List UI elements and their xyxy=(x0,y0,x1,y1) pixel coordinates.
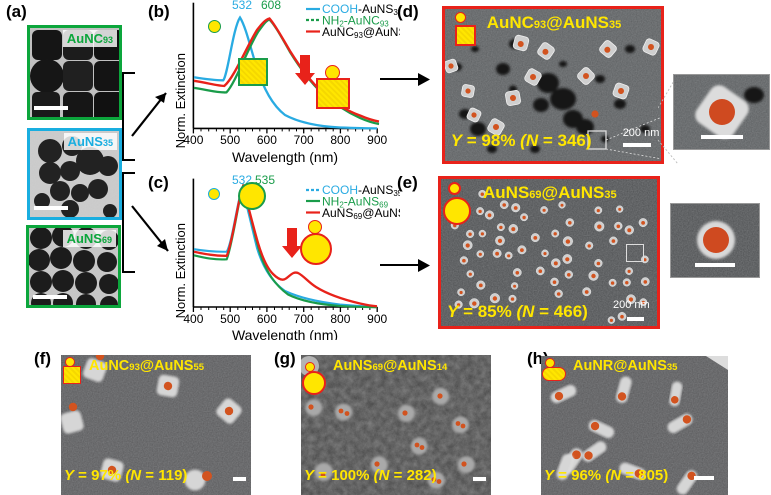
svg-text:Wavelength (nm): Wavelength (nm) xyxy=(232,149,338,165)
svg-text:800: 800 xyxy=(330,312,350,326)
svg-text:900: 900 xyxy=(367,312,387,326)
svg-text:608: 608 xyxy=(261,0,281,12)
svg-text:532: 532 xyxy=(232,0,252,12)
svg-text:600: 600 xyxy=(257,312,277,326)
svg-text:900: 900 xyxy=(367,133,387,147)
svg-text:Wavelength (nm): Wavelength (nm) xyxy=(232,327,338,340)
svg-text:500: 500 xyxy=(220,312,240,326)
svg-text:700: 700 xyxy=(294,133,314,147)
svg-text:800: 800 xyxy=(330,133,350,147)
svg-text:500: 500 xyxy=(220,133,240,147)
svg-text:600: 600 xyxy=(257,133,277,147)
svg-text:700: 700 xyxy=(294,312,314,326)
